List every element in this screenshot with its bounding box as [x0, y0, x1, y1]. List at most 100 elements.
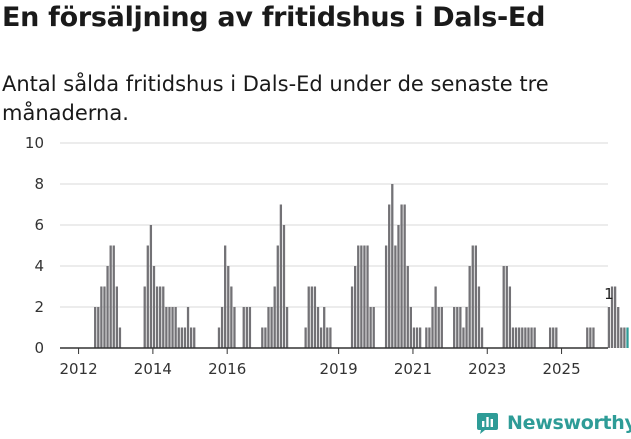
- x-tick-label: 2012: [59, 360, 97, 378]
- bar: [159, 286, 162, 348]
- bar: [165, 307, 168, 348]
- bar: [412, 327, 416, 348]
- bar: [521, 327, 524, 348]
- bar: [143, 286, 146, 348]
- bar: [592, 327, 595, 348]
- bar: [285, 307, 289, 348]
- bar: [174, 307, 177, 348]
- newsworthy-logo-icon: [477, 412, 498, 434]
- bar: [372, 307, 375, 348]
- bar: [193, 327, 196, 348]
- bar: [363, 245, 366, 348]
- brand-name: Newsworthy: [507, 412, 631, 434]
- bar: [357, 245, 360, 348]
- bar: [242, 307, 245, 348]
- bar: [270, 307, 273, 348]
- y-tick-label: 8: [34, 175, 44, 193]
- bar: [610, 286, 614, 348]
- bar: [394, 245, 397, 348]
- bar: [620, 327, 623, 348]
- bar: [586, 327, 589, 348]
- bar: [369, 307, 372, 348]
- bar: [220, 307, 224, 348]
- bar: [403, 204, 406, 348]
- bar: [354, 266, 357, 348]
- bar: [409, 307, 412, 348]
- bar: [267, 307, 270, 348]
- bar: [548, 327, 552, 348]
- bar: [146, 245, 149, 348]
- bar: [555, 327, 558, 348]
- bar: [224, 245, 227, 348]
- bar: [177, 327, 180, 348]
- bar: [453, 307, 456, 348]
- bars: [94, 184, 629, 348]
- bar: [115, 286, 118, 348]
- bar: [106, 266, 109, 348]
- x-tick-label: 2014: [134, 360, 172, 378]
- bar: [527, 327, 530, 348]
- bar: [276, 245, 279, 348]
- bar: [477, 286, 481, 348]
- bar: [100, 286, 103, 348]
- bar: [230, 286, 233, 348]
- bar: [613, 286, 617, 348]
- x-tick-label: 2019: [320, 360, 358, 378]
- bar: [397, 225, 400, 348]
- bar: [366, 245, 369, 348]
- bar: [552, 327, 555, 348]
- bar: [384, 245, 388, 348]
- bar: [511, 327, 515, 348]
- bar: [617, 307, 620, 348]
- bar: [431, 307, 434, 348]
- bar: [307, 286, 310, 348]
- bar: [468, 266, 471, 348]
- bar: [428, 327, 431, 348]
- bar: [462, 327, 465, 348]
- bar: [186, 307, 190, 348]
- chart-title: En försäljning av fritidshus i Dals-Ed: [2, 2, 546, 33]
- bar: [623, 327, 626, 348]
- bar: [304, 327, 307, 348]
- bar: [471, 245, 474, 348]
- bar: [391, 184, 394, 348]
- bar: [118, 327, 122, 348]
- bar: [329, 327, 332, 348]
- bar: [508, 286, 512, 348]
- bar: [607, 307, 611, 348]
- newsworthy-brand[interactable]: Newsworthy: [476, 408, 631, 438]
- data-label: 1: [604, 285, 614, 303]
- bar: [437, 307, 440, 348]
- bar: [94, 307, 97, 348]
- bar: [310, 286, 313, 348]
- bar: [319, 327, 323, 348]
- bar: [155, 286, 159, 348]
- bar: [514, 327, 518, 348]
- bar: [227, 266, 230, 348]
- x-tick-label: 2016: [208, 360, 246, 378]
- bar: [152, 266, 156, 348]
- bar: [388, 204, 391, 348]
- bar: [589, 327, 592, 348]
- y-tick-label: 6: [34, 216, 44, 234]
- bar: [103, 286, 106, 348]
- bar: [434, 286, 437, 348]
- y-tick-label: 2: [34, 298, 44, 316]
- bar: [440, 307, 443, 348]
- bar: [313, 286, 317, 348]
- bar: [180, 327, 183, 348]
- bar: [419, 327, 422, 348]
- bar: [273, 286, 276, 348]
- bar: [465, 307, 468, 348]
- bar: [360, 245, 363, 348]
- bar: [533, 327, 536, 348]
- bar: [282, 225, 286, 348]
- bar: [149, 225, 153, 348]
- bar: [505, 266, 508, 348]
- x-tick-label: 2023: [468, 360, 506, 378]
- x-tick-label: 2021: [394, 360, 432, 378]
- bar: [323, 307, 326, 348]
- bar: [518, 327, 521, 348]
- bar: [168, 307, 171, 348]
